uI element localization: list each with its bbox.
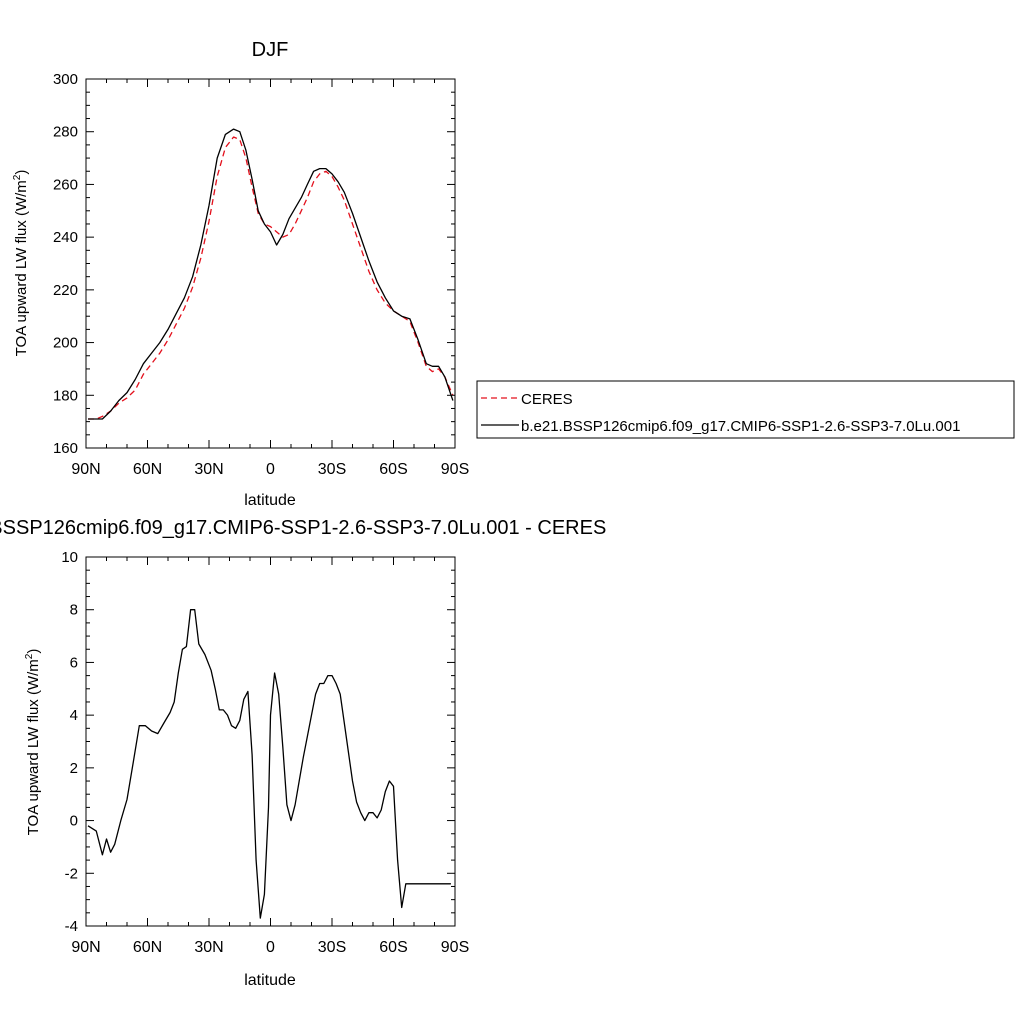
bottom-chart-ylabel-close: ) (25, 649, 42, 654)
top-x-tick-label: 30S (318, 461, 346, 478)
top-y-tick-label: 220 (53, 282, 78, 299)
bottom-chart-ylabel: TOA upward LW flux (W/m2) (24, 649, 42, 836)
top-y-tick-label: 300 (53, 71, 78, 88)
bottom-x-tick-label: 60N (133, 939, 162, 956)
bottom-x-tick-label: 0 (266, 939, 275, 956)
bottom-x-tick-label: 60S (379, 939, 407, 956)
top-series-line-1 (88, 128, 454, 420)
top-chart-ylabel-close: ) (13, 170, 30, 175)
bottom-y-tick-label: -2 (65, 865, 78, 882)
bottom-y-tick-label: 6 (70, 654, 78, 671)
legend-label-ceres: CERES (521, 391, 573, 408)
top-x-tick-label: 60N (133, 461, 162, 478)
top-y-tick-label: 260 (53, 176, 78, 193)
top-chart-xlabel: latitude (244, 492, 296, 509)
top-x-tick-label: 60S (379, 461, 407, 478)
top-y-tick-label: 200 (53, 335, 78, 352)
top-x-tick-label: 90N (71, 461, 100, 478)
bottom-y-tick-label: 8 (70, 602, 78, 619)
bottom-series-line-0 (87, 609, 451, 919)
bottom-chart-title: b.e21.BSSP126cmip6.f09_g17.CMIP6-SSP1-2.… (0, 517, 606, 539)
top-chart-frame (85, 78, 456, 449)
bottom-x-tick-label: 30N (194, 939, 223, 956)
bottom-y-tick-label: 10 (61, 549, 78, 566)
top-x-tick-label: 30N (194, 461, 223, 478)
bottom-y-tick-label: 4 (70, 707, 78, 724)
legend-label-model: b.e21.BSSP126cmip6.f09_g17.CMIP6-SSP1-2.… (521, 418, 960, 435)
bottom-chart-xlabel: latitude (244, 972, 296, 989)
top-chart-ylabel: TOA upward LW flux (W/m2) (12, 170, 30, 357)
legend-box (476, 380, 1015, 439)
bottom-chart-ylabel-sup: 2 (24, 653, 35, 659)
top-chart-ylabel-sup: 2 (12, 174, 23, 180)
bottom-chart-series-layer (87, 609, 451, 919)
bottom-x-tick-label: 90N (71, 939, 100, 956)
bottom-chart: b.e21.BSSP126cmip6.f09_g17.CMIP6-SSP1-2.… (0, 517, 606, 989)
bottom-chart-ylabel-main: TOA upward LW flux (W/m (25, 659, 42, 835)
bottom-x-tick-label: 90S (441, 939, 469, 956)
top-series-line-0 (88, 136, 454, 420)
bottom-chart-ticks: 90N 60N 30N 0 30S 60S 90S -4 -2 0 2 4 6 8 10 (61, 549, 469, 956)
top-y-tick-label: 180 (53, 387, 78, 404)
top-x-tick-label: 0 (266, 461, 275, 478)
top-y-tick-label: 280 (53, 124, 78, 141)
top-chart-series-layer (88, 128, 454, 420)
bottom-y-tick-label: 0 (70, 813, 78, 830)
top-y-tick-label: 240 (53, 229, 78, 246)
top-x-tick-label: 90S (441, 461, 469, 478)
top-chart-title: DJF (252, 39, 289, 61)
bottom-x-tick-label: 30S (318, 939, 346, 956)
legend: CERES b.e21.BSSP126cmip6.f09_g17.CMIP6-S… (476, 380, 1015, 439)
bottom-y-tick-label: -4 (65, 918, 78, 935)
top-chart-ticks: 90N 60N 30N 0 30S 60S 90S 160 180 200 220 240 260 280… (53, 71, 469, 478)
top-chart: DJF 90N 60N 30N 0 30S 60S 90S 160 180 200 220 240 26… (12, 39, 1015, 509)
top-chart-ylabel-main: TOA upward LW flux (W/m (13, 180, 30, 356)
top-y-tick-label: 160 (53, 440, 78, 457)
bottom-y-tick-label: 2 (70, 760, 78, 777)
